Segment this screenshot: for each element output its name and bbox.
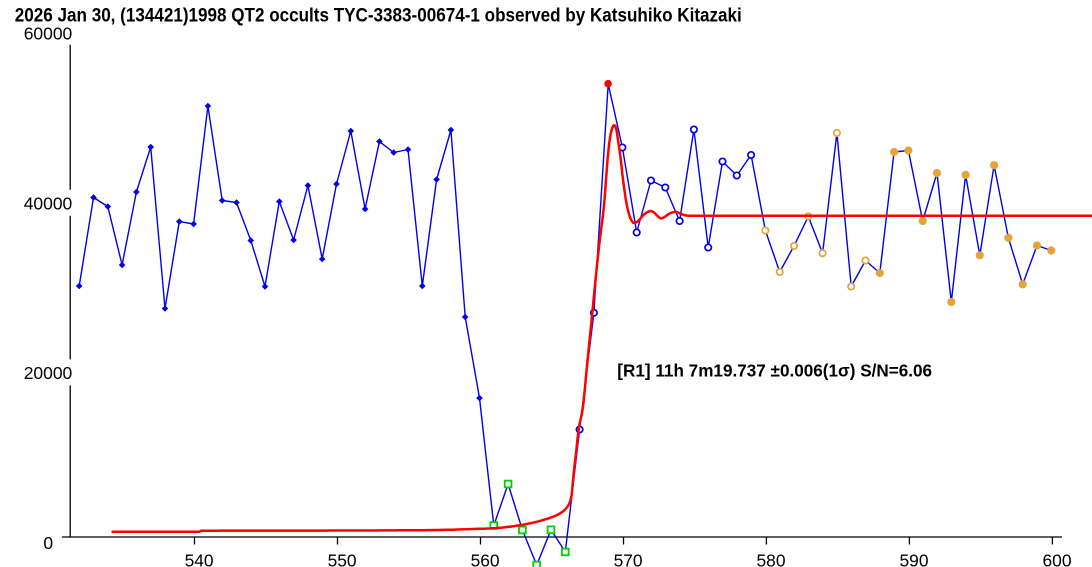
svg-text:580: 580 <box>757 550 786 567</box>
svg-text:2026 Jan 30, (134421)1998 QT2: 2026 Jan 30, (134421)1998 QT2 occults TY… <box>15 6 742 27</box>
svg-text:560: 560 <box>471 550 500 567</box>
svg-text:600: 600 <box>1043 550 1072 567</box>
svg-text:540: 540 <box>185 550 214 567</box>
svg-text:60000: 60000 <box>24 24 73 44</box>
svg-text:40000: 40000 <box>24 194 73 214</box>
svg-text:570: 570 <box>614 550 643 567</box>
svg-text:550: 550 <box>328 550 357 567</box>
svg-text:0: 0 <box>43 533 53 553</box>
svg-text:20000: 20000 <box>24 363 73 383</box>
svg-text:590: 590 <box>900 550 929 567</box>
svg-text:[R1] 11h 7m19.737 ±0.006(1σ) S: [R1] 11h 7m19.737 ±0.006(1σ) S/N=6.06 <box>617 361 932 381</box>
